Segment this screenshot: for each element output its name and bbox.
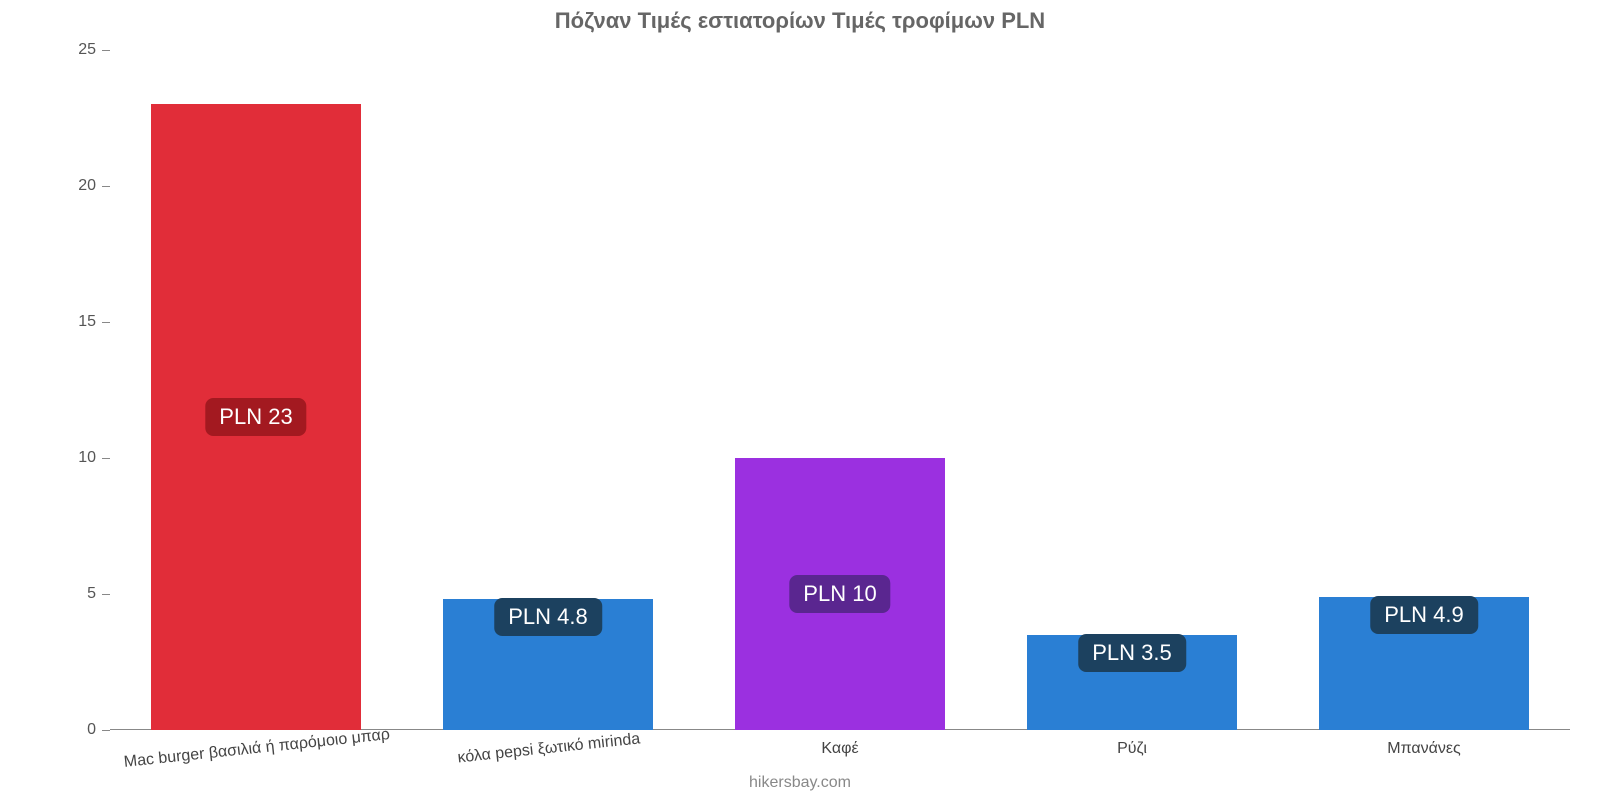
x-axis-label: Μπανάνες: [1387, 740, 1460, 758]
x-axis-label: Mac burger βασιλιά ή παρόμοιο μπαρ: [123, 726, 391, 772]
bar-value-badge: PLN 10: [789, 575, 890, 613]
x-axis-label: Καφέ: [821, 740, 858, 758]
y-tick-label: 10: [78, 449, 110, 467]
plot-area: 0510152025 PLN 23Mac burger βασιλιά ή πα…: [110, 50, 1570, 730]
x-axis-label: κόλα pepsi ξωτικό mirinda: [457, 730, 641, 767]
y-tick-label: 15: [78, 313, 110, 331]
bar-value-badge: PLN 23: [205, 398, 306, 436]
chart-title: Πόζναν Τιμές εστιατορίων Τιμές τροφίμων …: [0, 8, 1600, 34]
watermark-text: hikersbay.com: [0, 774, 1600, 792]
chart-container: Πόζναν Τιμές εστιατορίων Τιμές τροφίμων …: [0, 0, 1600, 800]
bar-value-badge: PLN 4.8: [494, 598, 602, 636]
bars-group: PLN 23Mac burger βασιλιά ή παρόμοιο μπαρ…: [110, 50, 1570, 730]
y-tick-label: 0: [87, 721, 110, 739]
bar-value-badge: PLN 4.9: [1370, 596, 1478, 634]
bar-value-badge: PLN 3.5: [1078, 634, 1186, 672]
y-tick-label: 25: [78, 41, 110, 59]
y-tick-label: 20: [78, 177, 110, 195]
x-axis-label: Ρύζι: [1117, 740, 1147, 758]
y-tick-label: 5: [87, 585, 110, 603]
